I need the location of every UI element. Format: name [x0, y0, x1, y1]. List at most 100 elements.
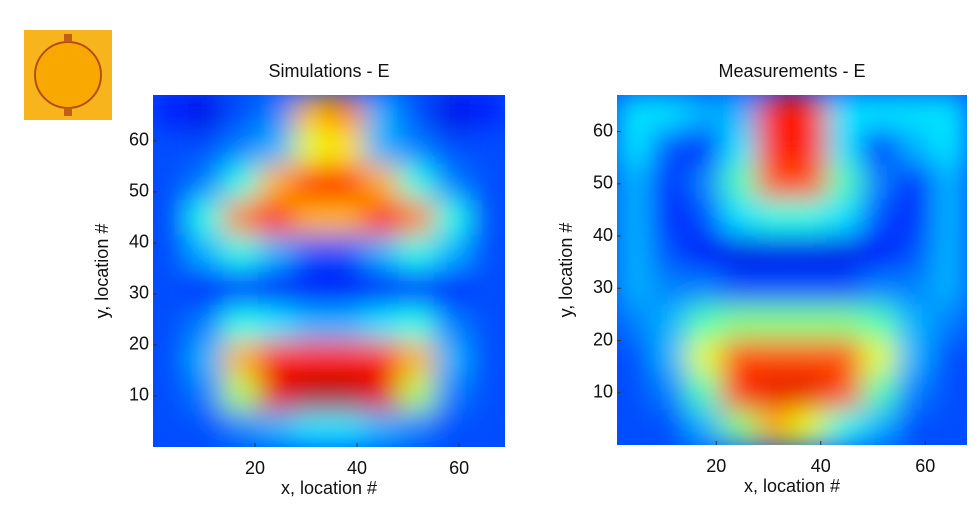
heat-cell: [187, 129, 224, 166]
y-tick-label: 40: [593, 225, 613, 245]
heat-cell: [686, 374, 723, 411]
heat-cell: [721, 95, 758, 131]
heat-cell: [258, 235, 295, 272]
heat-cell: [363, 376, 400, 413]
heat-cell: [791, 409, 828, 445]
x-tick-label: 40: [811, 456, 831, 476]
heat-cell: [469, 376, 505, 413]
heat-cell: [931, 339, 967, 376]
heat-cell: [931, 374, 967, 411]
heat-cell: [756, 304, 793, 341]
heat-cell: [469, 411, 505, 447]
heat-cell: [258, 129, 295, 166]
heat-cell: [434, 411, 471, 447]
heat-cell: [931, 129, 967, 166]
heat-cell: [931, 164, 967, 201]
heat-cell: [363, 270, 400, 307]
heat-cell: [469, 200, 505, 237]
heat-cell: [328, 164, 365, 202]
heat-cell: [187, 164, 224, 202]
heat-cell: [222, 340, 260, 378]
heat-cell: [791, 374, 828, 411]
heat-cell: [293, 200, 330, 237]
heat-cell: [469, 270, 505, 307]
heat-cell: [931, 269, 967, 306]
heat-cell: [258, 95, 295, 131]
heat-cell: [222, 164, 260, 202]
heat-cell: [153, 164, 189, 202]
heat-cell: [721, 339, 758, 376]
heat-cell: [826, 374, 863, 411]
heat-cell: [791, 339, 828, 376]
heat-cell: [617, 339, 653, 376]
heat-cell: [721, 199, 758, 236]
heat-cell: [721, 409, 758, 445]
heat-cell: [398, 95, 436, 131]
heat-cell: [686, 304, 723, 341]
heat-cell: [651, 234, 688, 271]
heat-cell: [187, 411, 224, 447]
heat-cell: [434, 340, 471, 378]
x-tick-label: 60: [449, 458, 469, 478]
heat-cell: [363, 164, 400, 202]
heat-cell: [617, 234, 653, 271]
heat-cell: [686, 129, 723, 166]
heat-cell: [861, 199, 898, 236]
heat-cell: [187, 340, 224, 378]
heat-cell: [651, 199, 688, 236]
x-axis-label: x, location #: [744, 476, 840, 496]
heat-cell: [293, 129, 330, 166]
y-tick-label: 60: [593, 120, 613, 140]
heat-cell: [328, 95, 365, 131]
heat-cell: [469, 235, 505, 272]
heat-cell: [617, 164, 653, 201]
heat-cell: [434, 200, 471, 237]
x-tick-label: 20: [706, 456, 726, 476]
y-tick-label: 50: [593, 173, 613, 193]
heat-cell: [721, 374, 758, 411]
heat-cell: [153, 411, 189, 447]
heat-cell: [398, 235, 436, 272]
heat-cell: [258, 305, 295, 342]
heat-cell: [469, 95, 505, 131]
heat-cell: [153, 270, 189, 307]
heat-cell: [398, 376, 436, 413]
heat-cell: [686, 164, 723, 201]
heat-cell: [896, 304, 933, 341]
heat-cell: [258, 164, 295, 202]
heat-cell: [293, 270, 330, 307]
heat-cell: [651, 304, 688, 341]
heat-cell: [931, 234, 967, 271]
heatmap-cells: [153, 95, 505, 447]
heat-cell: [293, 411, 330, 447]
heat-cell: [686, 409, 723, 445]
heat-cell: [826, 129, 863, 166]
heat-cell: [434, 164, 471, 202]
heat-cell: [931, 409, 967, 445]
heat-cell: [791, 164, 828, 201]
heat-cell: [293, 235, 330, 272]
heat-cell: [434, 305, 471, 342]
heat-cell: [617, 199, 653, 236]
heat-cell: [686, 95, 723, 131]
heat-cell: [896, 95, 933, 131]
y-axis-label: y, location #: [92, 224, 112, 319]
heat-cell: [617, 374, 653, 411]
heat-cell: [651, 164, 688, 201]
heat-cell: [187, 305, 224, 342]
heat-cell: [826, 234, 863, 271]
heat-cell: [791, 95, 828, 131]
heat-cell: [258, 270, 295, 307]
heat-cell: [363, 305, 400, 342]
heat-cell: [896, 409, 933, 445]
heat-cell: [187, 200, 224, 237]
heat-cell: [896, 234, 933, 271]
heat-cell: [756, 164, 793, 201]
heat-cell: [187, 95, 224, 131]
heat-cell: [469, 305, 505, 342]
heat-cell: [293, 164, 330, 202]
heat-cell: [328, 129, 365, 166]
heat-cell: [861, 374, 898, 411]
heat-cell: [153, 235, 189, 272]
heat-cell: [617, 304, 653, 341]
